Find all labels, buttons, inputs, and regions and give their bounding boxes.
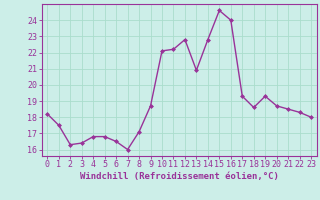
- X-axis label: Windchill (Refroidissement éolien,°C): Windchill (Refroidissement éolien,°C): [80, 172, 279, 181]
